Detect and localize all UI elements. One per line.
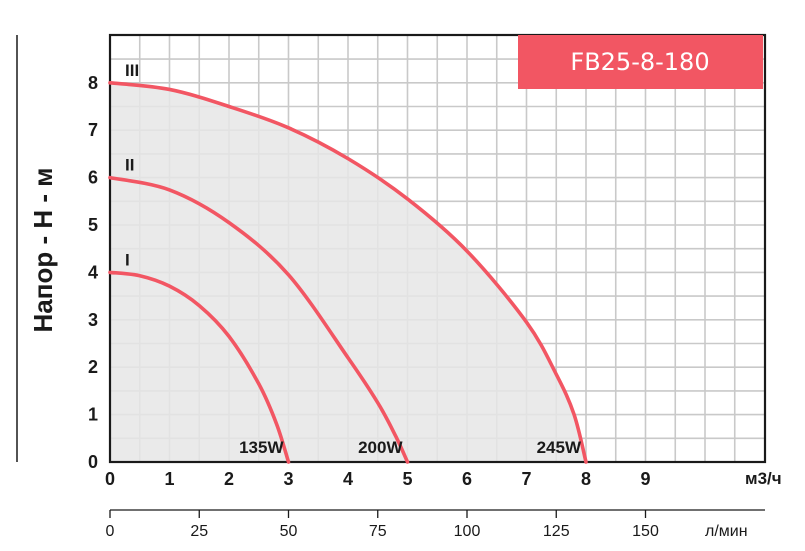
series-I-power-label: 135W	[239, 438, 284, 457]
y-tick-label: 7	[88, 120, 98, 140]
operating-area	[110, 82, 586, 463]
y-tick-label: 8	[88, 73, 98, 93]
x-tick-label: 3	[283, 469, 293, 489]
y-axis-label: Напор - Н - м	[28, 168, 58, 333]
x-tick-label: 9	[640, 469, 650, 489]
series-III-power-label: 245W	[537, 438, 582, 457]
y-tick-label: 6	[88, 168, 98, 188]
series-I-curve	[108, 270, 291, 464]
series-II-label: II	[125, 156, 134, 175]
y-tick-label: 1	[88, 405, 98, 425]
x2-tick-label: 0	[106, 523, 115, 540]
operating-area-fill	[110, 82, 586, 463]
x2-tick-label: 125	[543, 523, 570, 540]
chart-title: FB25-8-180	[570, 48, 709, 76]
series-I-label: I	[125, 250, 130, 269]
model-badge	[518, 35, 763, 89]
series-II-curve	[108, 175, 410, 464]
secondary-axis-unit: л/мин	[705, 523, 748, 540]
series-II-power-label: 200W	[358, 438, 403, 457]
x-tick-label: 7	[521, 469, 531, 489]
x-tick-label: 2	[224, 469, 234, 489]
curves	[108, 81, 588, 464]
y-tick-label: 2	[88, 357, 98, 377]
y-tick-label: 0	[88, 452, 98, 472]
x-tick-label: 4	[343, 469, 353, 489]
secondary-axis-ticks: 0 25 50 75 100 125 150	[106, 510, 659, 540]
tick-labels: 0 1 2 3 4 5 6 7 8 9 0 1 2 3 4 5 6 7 8	[88, 73, 651, 489]
series-III-curve	[108, 81, 588, 464]
x-tick-label: 1	[164, 469, 174, 489]
y-tick-label: 4	[88, 262, 98, 282]
x-axis-unit: м3/ч	[745, 469, 782, 488]
plot-frame	[108, 33, 767, 464]
y-tick-label: 5	[88, 215, 98, 235]
x-tick-label: 6	[462, 469, 472, 489]
y-tick-label: 3	[88, 310, 98, 330]
x2-tick-label: 50	[280, 523, 298, 540]
x-tick-label: 5	[402, 469, 412, 489]
x2-tick-label: 150	[632, 523, 659, 540]
series-III-label: III	[125, 61, 139, 80]
curve-labels: I 135W II 200W III 245W	[125, 61, 582, 457]
x2-tick-label: 75	[369, 523, 387, 540]
x2-tick-label: 100	[454, 523, 481, 540]
plot-border	[108, 33, 767, 464]
x-tick-label: 8	[581, 469, 591, 489]
x-tick-label: 0	[105, 469, 115, 489]
x2-tick-label: 25	[190, 523, 208, 540]
